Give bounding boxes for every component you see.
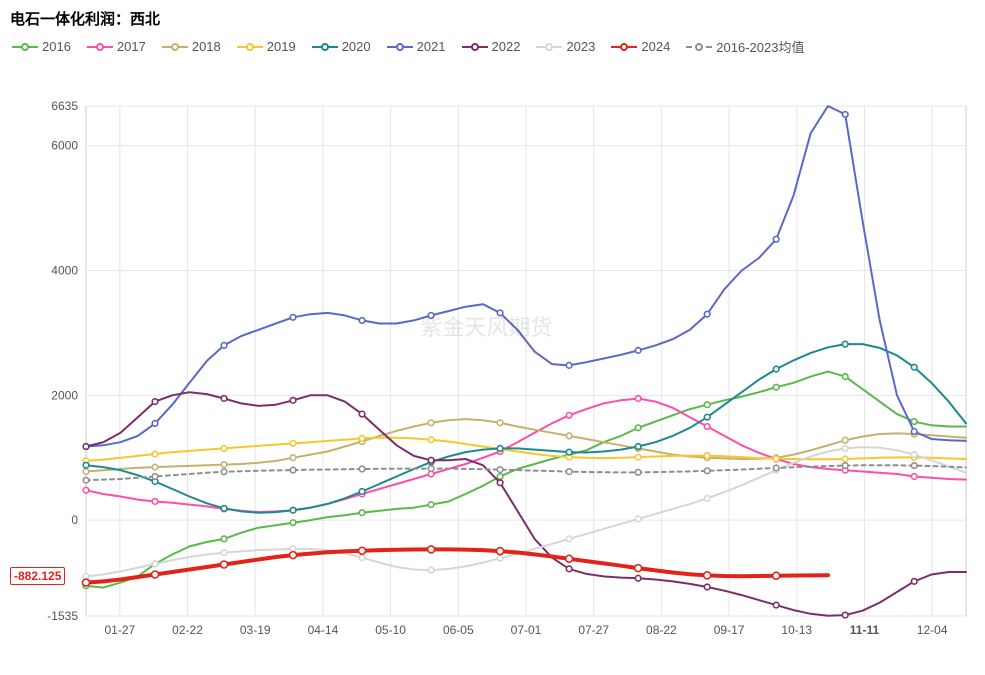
legend-label: 2017 bbox=[117, 39, 146, 54]
legend-item-2016[interactable]: 2016 bbox=[8, 35, 75, 58]
legend-marker-icon bbox=[12, 40, 38, 54]
legend-item-2019[interactable]: 2019 bbox=[233, 35, 300, 58]
svg-text:04-14: 04-14 bbox=[308, 623, 339, 637]
legend-marker-icon bbox=[312, 40, 338, 54]
legend-item-2023[interactable]: 2023 bbox=[532, 35, 599, 58]
svg-text:-1535: -1535 bbox=[47, 609, 78, 623]
svg-text:01-27: 01-27 bbox=[104, 623, 135, 637]
legend-item-2022[interactable]: 2022 bbox=[458, 35, 525, 58]
chart-svg: -1535 0 2000 4000 6000 6635 01-27 02-22 03-19 04-… bbox=[8, 66, 977, 656]
legend-marker-icon bbox=[237, 40, 263, 54]
svg-text:07-27: 07-27 bbox=[578, 623, 609, 637]
svg-text:08-22: 08-22 bbox=[646, 623, 677, 637]
legend-marker-icon bbox=[686, 40, 712, 54]
svg-text:12-04: 12-04 bbox=[917, 623, 948, 637]
y-axis-callout: -882.125 bbox=[10, 567, 65, 585]
legend-item-2021[interactable]: 2021 bbox=[383, 35, 450, 58]
legend-label: 2024 bbox=[641, 39, 670, 54]
svg-text:6635: 6635 bbox=[51, 99, 78, 113]
legend-item-2020[interactable]: 2020 bbox=[308, 35, 375, 58]
svg-text:05-10: 05-10 bbox=[375, 623, 406, 637]
legend-marker-icon bbox=[536, 40, 562, 54]
legend-item-2016-2023均值[interactable]: 2016-2023均值 bbox=[682, 35, 808, 58]
legend-marker-icon bbox=[462, 40, 488, 54]
legend-marker-icon bbox=[611, 40, 637, 54]
legend-marker-icon bbox=[87, 40, 113, 54]
legend-label: 2016-2023均值 bbox=[716, 37, 804, 56]
legend-item-2018[interactable]: 2018 bbox=[158, 35, 225, 58]
legend-marker-icon bbox=[387, 40, 413, 54]
legend-label: 2022 bbox=[492, 39, 521, 54]
svg-text:02-22: 02-22 bbox=[172, 623, 203, 637]
legend-label: 2020 bbox=[342, 39, 371, 54]
legend: 2016 2017 2018 2019 2020 2021 2022 2023 2024 2016… bbox=[8, 35, 977, 58]
chart-title: 电石一体化利润：西北 bbox=[10, 8, 977, 29]
legend-item-2024[interactable]: 2024 bbox=[607, 35, 674, 58]
legend-label: 2018 bbox=[192, 39, 221, 54]
legend-label: 2021 bbox=[417, 39, 446, 54]
chart-area: -1535 0 2000 4000 6000 6635 01-27 02-22 03-19 04-… bbox=[8, 66, 977, 656]
svg-text:06-05: 06-05 bbox=[443, 623, 474, 637]
legend-label: 2023 bbox=[566, 39, 595, 54]
svg-text:10-13: 10-13 bbox=[781, 623, 812, 637]
svg-text:6000: 6000 bbox=[51, 139, 78, 153]
svg-text:11-11: 11-11 bbox=[850, 623, 880, 637]
svg-text:03-19: 03-19 bbox=[240, 623, 271, 637]
legend-marker-icon bbox=[162, 40, 188, 54]
svg-text:2000: 2000 bbox=[51, 388, 78, 402]
svg-text:4000: 4000 bbox=[51, 263, 78, 277]
legend-label: 2019 bbox=[267, 39, 296, 54]
legend-item-2017[interactable]: 2017 bbox=[83, 35, 150, 58]
svg-text:0: 0 bbox=[71, 513, 78, 527]
svg-text:07-01: 07-01 bbox=[511, 623, 542, 637]
legend-label: 2016 bbox=[42, 39, 71, 54]
svg-text:09-17: 09-17 bbox=[714, 623, 745, 637]
